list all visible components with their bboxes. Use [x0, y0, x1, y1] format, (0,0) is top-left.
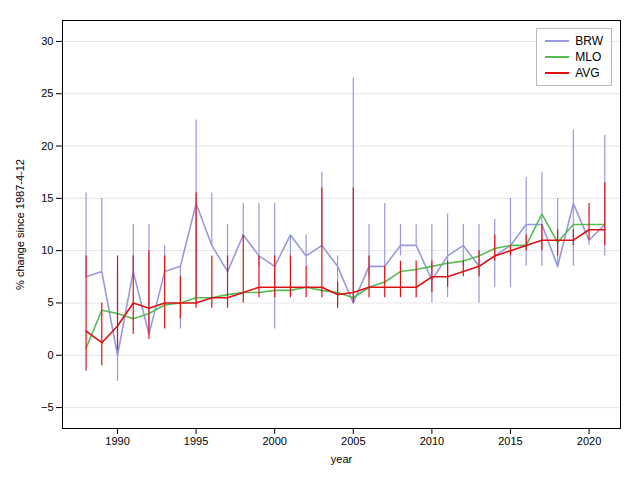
html-text:AVG: AVG — [575, 66, 600, 80]
svg-text:% change since 1987-4-12: % change since 1987-4-12 — [14, 159, 26, 290]
svg-text:2000: 2000 — [262, 435, 286, 447]
svg-text:25: 25 — [41, 87, 53, 99]
svg-text:−5: −5 — [41, 401, 54, 413]
svg-text:30: 30 — [41, 35, 53, 47]
svg-text:2010: 2010 — [420, 435, 444, 447]
html-text:BRW: BRW — [575, 34, 603, 48]
svg-text:2015: 2015 — [498, 435, 522, 447]
svg-text:year: year — [331, 453, 353, 465]
svg-text:5: 5 — [47, 296, 53, 308]
svg-text:1995: 1995 — [184, 435, 208, 447]
svg-text:20: 20 — [41, 140, 53, 152]
svg-text:2005: 2005 — [341, 435, 365, 447]
html-text:MLO: MLO — [575, 50, 602, 64]
svg-text:2020: 2020 — [577, 435, 601, 447]
svg-text:1990: 1990 — [105, 435, 129, 447]
svg-text:15: 15 — [41, 192, 53, 204]
svg-text:10: 10 — [41, 244, 53, 256]
svg-text:0: 0 — [47, 349, 53, 361]
